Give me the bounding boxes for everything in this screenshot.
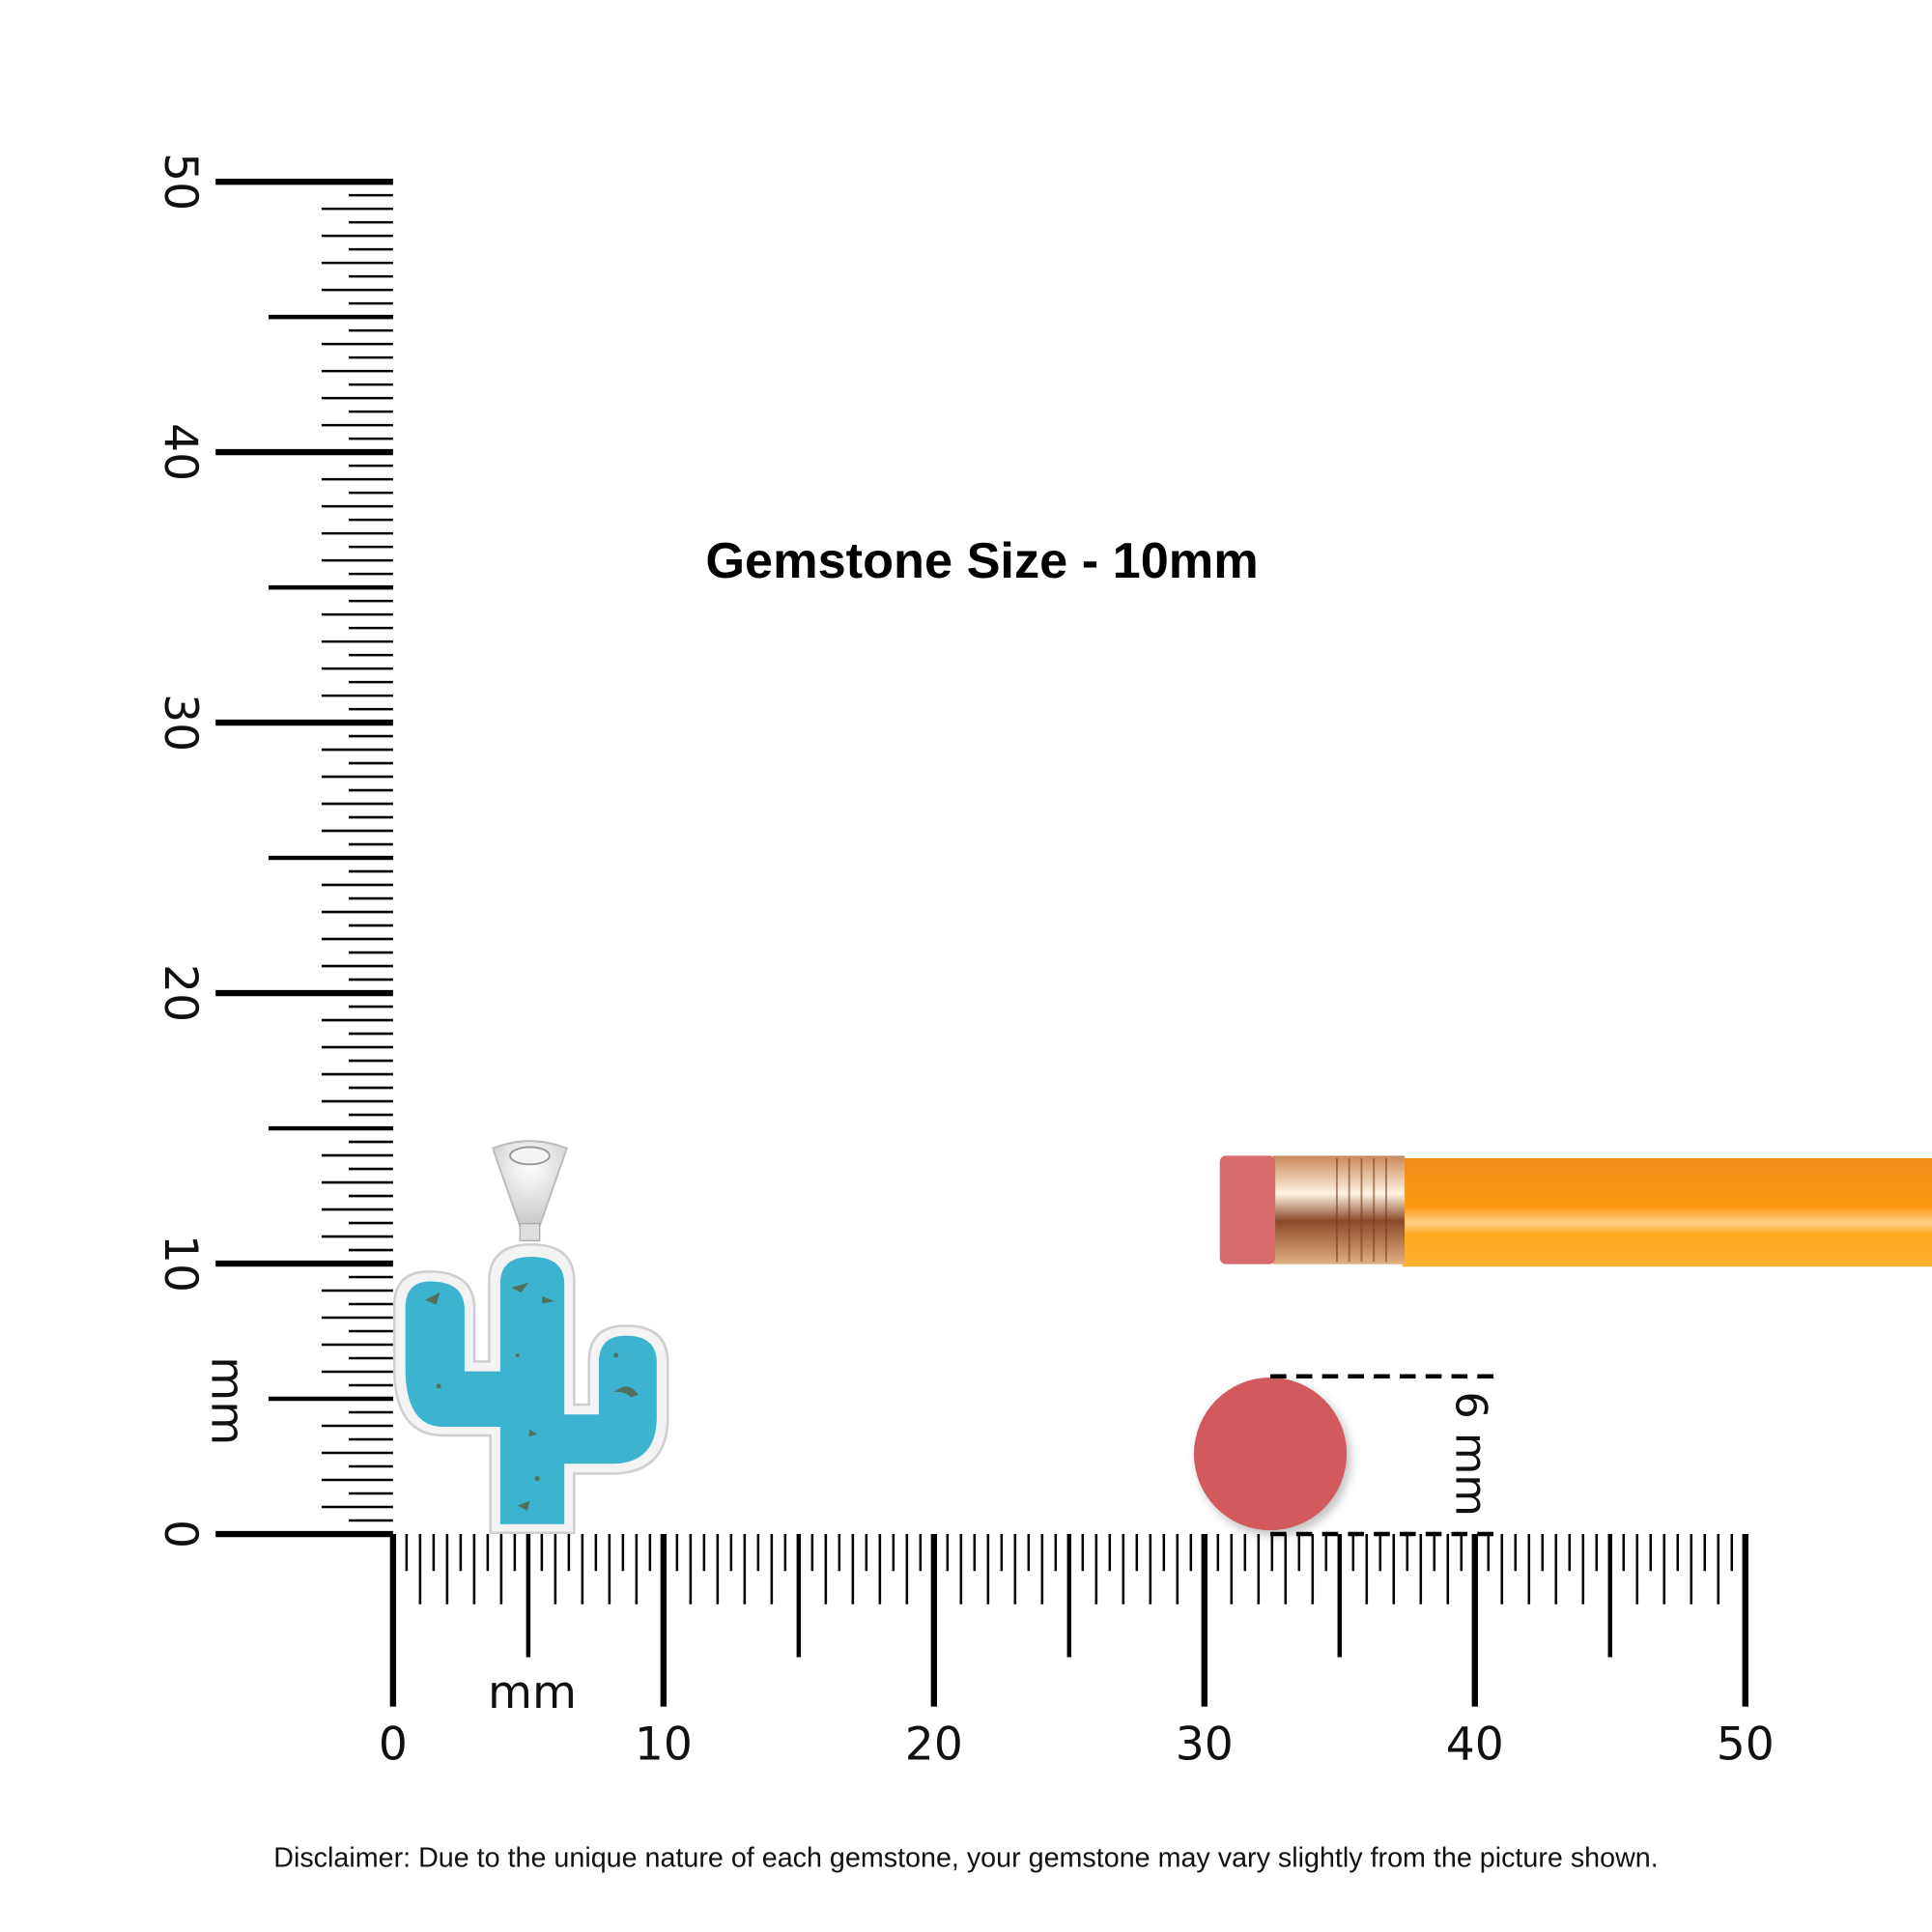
cactus-pendant-image: [392, 1140, 669, 1535]
vertical-unit-label: mm: [200, 1356, 253, 1445]
pencil-body: [1402, 1157, 1932, 1267]
horizontal-ruler: [389, 1534, 1748, 1707]
pencil-image: [1219, 1155, 1932, 1267]
h-ruler-label: 30: [1176, 1718, 1234, 1771]
v-ruler-label: 30: [154, 694, 207, 752]
v-ruler-label: 10: [154, 1235, 207, 1293]
v-ruler-label: 50: [154, 153, 207, 211]
vertical-ruler-labels: 0 10 20 30 40 50: [154, 153, 207, 1548]
h-ruler-label: 0: [379, 1718, 408, 1771]
disclaimer-text: Disclaimer: Due to the unique nature of …: [273, 1842, 1658, 1873]
eraser-size-label: 6 mm: [1446, 1391, 1496, 1517]
horizontal-unit-label: mm: [488, 1666, 577, 1719]
h-ruler-label: 10: [635, 1718, 693, 1771]
pendant-bail: [491, 1140, 568, 1228]
pencil-ferrule: [1272, 1155, 1406, 1264]
eraser-size-circle: [1193, 1378, 1348, 1531]
horizontal-ruler-labels: 0 10 20 30 40 50: [379, 1718, 1775, 1771]
v-ruler-label: 20: [154, 964, 207, 1022]
h-ruler-label: 20: [905, 1718, 963, 1771]
v-ruler-label: 0: [154, 1520, 207, 1548]
vertical-ruler: [215, 178, 393, 1538]
v-ruler-label: 40: [154, 423, 207, 481]
pencil-eraser: [1219, 1155, 1276, 1264]
h-ruler-label: 50: [1717, 1718, 1775, 1771]
page-title: Gemstone Size - 10mm: [705, 533, 1258, 589]
turquoise-stone: [405, 1257, 657, 1524]
h-ruler-label: 40: [1446, 1718, 1504, 1771]
